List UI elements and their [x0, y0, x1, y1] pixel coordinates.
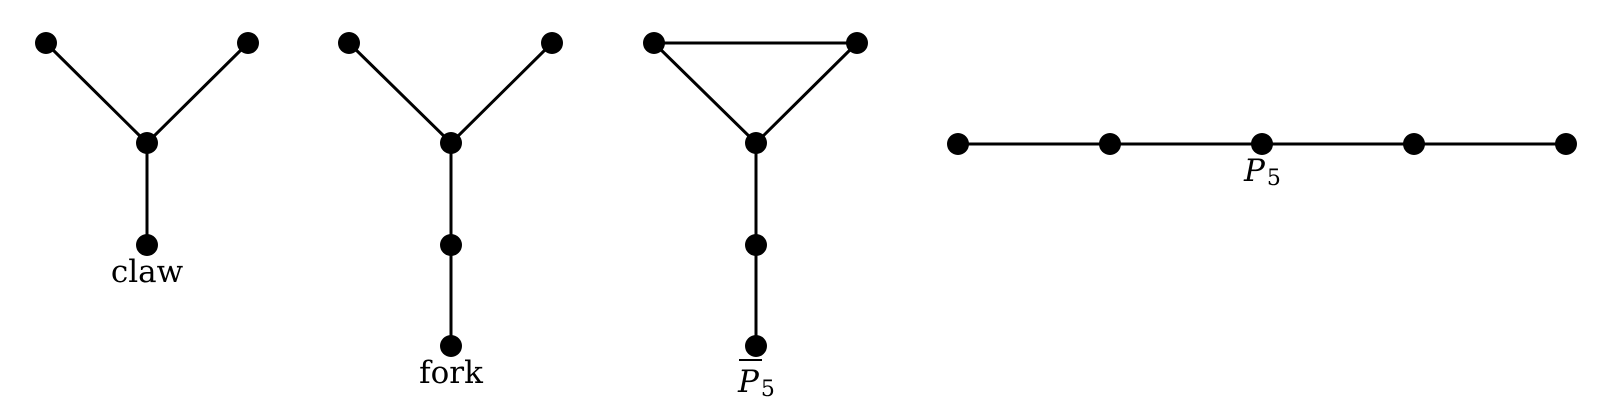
p5-graph: P5	[947, 133, 1577, 191]
p5-vertex-5	[1555, 133, 1577, 155]
claw-edge-left	[44, 41, 149, 145]
claw-graph: claw	[35, 32, 259, 290]
claw-vertex-bottom	[136, 234, 158, 256]
claw-vertex-top-left	[35, 32, 57, 54]
p5-vertex-4	[1403, 133, 1425, 155]
fork-edge-right	[449, 41, 554, 145]
fork-edge-left	[347, 41, 453, 145]
claw-edge-right	[145, 41, 250, 145]
p5-vertex-2	[1099, 133, 1121, 155]
fork-vertex-bottom	[440, 335, 462, 357]
p5-label-base: P	[1243, 153, 1266, 189]
claw-vertex-top-right	[237, 32, 259, 54]
fork-label: fork	[419, 355, 483, 391]
p5c-vertex-bottom	[745, 335, 767, 357]
p5-label-sub: 5	[1267, 166, 1281, 191]
p5c-label: P5	[737, 364, 775, 402]
claw-vertex-center	[136, 132, 158, 154]
p5-vertex-1	[947, 133, 969, 155]
p5c-vertex-center	[745, 132, 767, 154]
p5c-edge-right	[754, 41, 859, 145]
claw-label: claw	[111, 254, 184, 290]
fork-vertex-top-left	[338, 32, 360, 54]
p5c-vertex-top-right	[846, 32, 868, 54]
p5c-label-base: P	[737, 364, 760, 400]
fork-vertex-middle	[440, 234, 462, 256]
fork-vertex-center	[440, 132, 462, 154]
p5c-label-sub: 5	[761, 377, 775, 402]
fork-vertex-top-right	[541, 32, 563, 54]
p5c-edge-left	[652, 41, 758, 145]
fork-graph: fork	[338, 32, 563, 391]
p5c-vertex-middle	[745, 234, 767, 256]
p5-vertex-3	[1251, 133, 1273, 155]
p5-complement-graph: P5	[643, 32, 868, 402]
p5-label: P5	[1243, 153, 1281, 191]
p5c-vertex-top-left	[643, 32, 665, 54]
